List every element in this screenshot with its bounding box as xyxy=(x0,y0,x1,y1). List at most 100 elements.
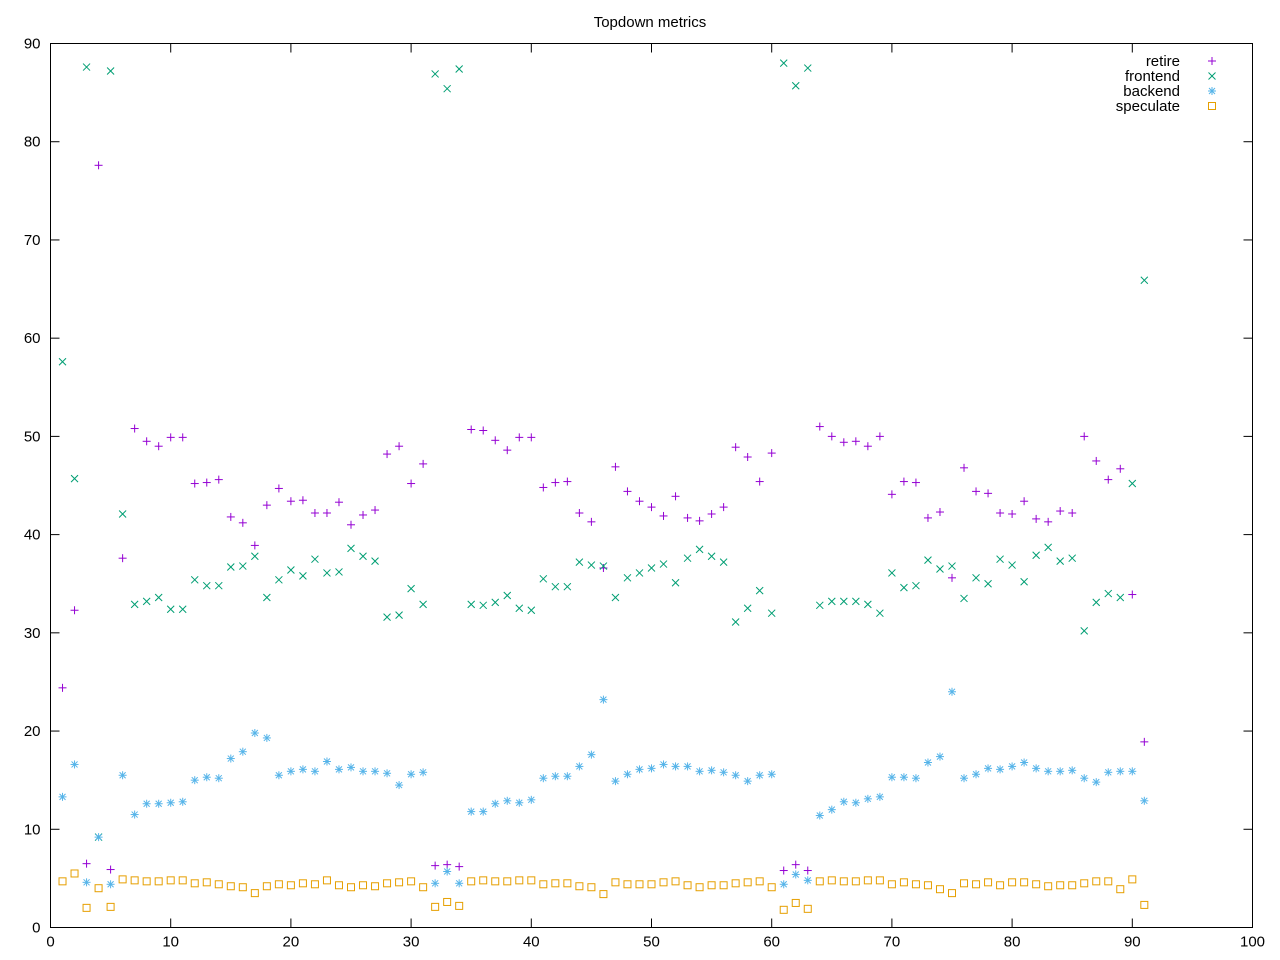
retire-point xyxy=(1104,475,1113,484)
frontend-point xyxy=(1056,557,1065,565)
speculate-point xyxy=(1068,881,1077,890)
retire-point xyxy=(250,541,259,550)
retire-point xyxy=(948,573,956,582)
backend-point xyxy=(767,770,776,779)
retire-point xyxy=(887,490,896,499)
backend-point xyxy=(106,880,115,889)
speculate-point xyxy=(1140,900,1149,909)
frontend-point xyxy=(166,605,175,614)
frontend-point xyxy=(323,569,331,577)
frontend-point xyxy=(839,597,848,606)
retire-point xyxy=(647,503,656,512)
backend-point xyxy=(1104,768,1113,777)
frontend-point xyxy=(347,544,355,553)
y-tick-label: 20 xyxy=(24,723,41,740)
frontend-point xyxy=(407,584,415,593)
speculate-point xyxy=(575,882,584,891)
speculate-point xyxy=(551,879,560,888)
backend-point xyxy=(322,757,331,766)
frontend-point xyxy=(623,573,632,582)
frontend-point xyxy=(1104,589,1113,598)
backend-point xyxy=(839,797,848,806)
y-tick-label: 10 xyxy=(24,821,41,838)
frontend-point xyxy=(154,593,163,602)
retire-point xyxy=(491,436,500,445)
frontend-point xyxy=(214,581,223,590)
retire-point xyxy=(551,478,560,487)
retire-point xyxy=(1080,432,1089,441)
backend-point xyxy=(815,811,824,820)
retire-point xyxy=(623,487,632,496)
speculate-point xyxy=(455,901,464,910)
frontend-point xyxy=(527,606,536,615)
frontend-point xyxy=(611,593,620,602)
frontend-point xyxy=(263,593,271,602)
retire-point xyxy=(503,446,512,455)
backend-point xyxy=(58,792,67,801)
retire-point xyxy=(779,866,788,875)
backend-point xyxy=(130,810,139,819)
frontend-point xyxy=(1068,554,1077,563)
backend-point xyxy=(707,766,716,775)
backend-point xyxy=(1128,767,1137,776)
speculate-point xyxy=(491,877,500,886)
frontend-point xyxy=(960,594,968,603)
backend-point xyxy=(118,771,127,780)
backend-point xyxy=(214,774,223,783)
retire-point xyxy=(383,450,392,459)
speculate-point xyxy=(755,877,764,886)
backend-point xyxy=(395,781,404,790)
frontend-point xyxy=(335,568,343,576)
backend-point xyxy=(755,771,764,780)
backend-point xyxy=(551,772,560,781)
frontend-point xyxy=(299,572,307,580)
legend-marker-frontend xyxy=(1208,72,1216,80)
speculate-point xyxy=(875,876,884,885)
retire-point xyxy=(142,437,151,446)
retire-point xyxy=(972,487,981,496)
backend-point xyxy=(371,767,380,776)
retire-point xyxy=(1140,737,1149,746)
retire-point xyxy=(226,512,235,521)
backend-point xyxy=(94,833,103,842)
x-tick-label: 30 xyxy=(403,934,420,951)
backend-point xyxy=(1092,778,1101,787)
backend-point xyxy=(899,773,908,782)
frontend-point xyxy=(1008,561,1016,569)
retire-point xyxy=(1116,464,1125,473)
retire-point xyxy=(911,478,920,487)
backend-point xyxy=(731,771,740,780)
retire-point xyxy=(863,442,872,451)
legend-marker-retire xyxy=(1208,57,1216,65)
speculate-point xyxy=(911,880,920,889)
backend-point xyxy=(948,687,956,696)
frontend-point xyxy=(587,561,596,569)
speculate-point xyxy=(587,883,596,892)
backend-point xyxy=(359,767,368,776)
backend-point xyxy=(911,774,920,783)
retire-point xyxy=(923,513,932,522)
retire-point xyxy=(178,433,187,442)
speculate-point xyxy=(238,883,247,892)
legend-marker-speculate xyxy=(1208,102,1216,110)
backend-point xyxy=(286,767,295,776)
speculate-point xyxy=(250,889,259,898)
frontend-point xyxy=(58,357,67,366)
frontend-point xyxy=(827,597,836,606)
speculate-point xyxy=(1032,880,1041,889)
backend-point xyxy=(467,807,476,816)
x-tick-label: 90 xyxy=(1124,934,1141,951)
retire-point xyxy=(322,509,331,518)
backend-point xyxy=(647,764,656,773)
frontend-point xyxy=(311,555,319,564)
backend-point xyxy=(154,799,163,808)
speculate-point xyxy=(154,877,163,886)
retire-point xyxy=(899,477,908,486)
frontend-point xyxy=(106,67,115,75)
backend-point xyxy=(298,765,307,774)
speculate-point xyxy=(298,879,307,888)
frontend-point xyxy=(539,574,548,583)
frontend-point xyxy=(695,545,704,554)
backend-point xyxy=(575,762,584,771)
frontend-point xyxy=(683,554,692,563)
